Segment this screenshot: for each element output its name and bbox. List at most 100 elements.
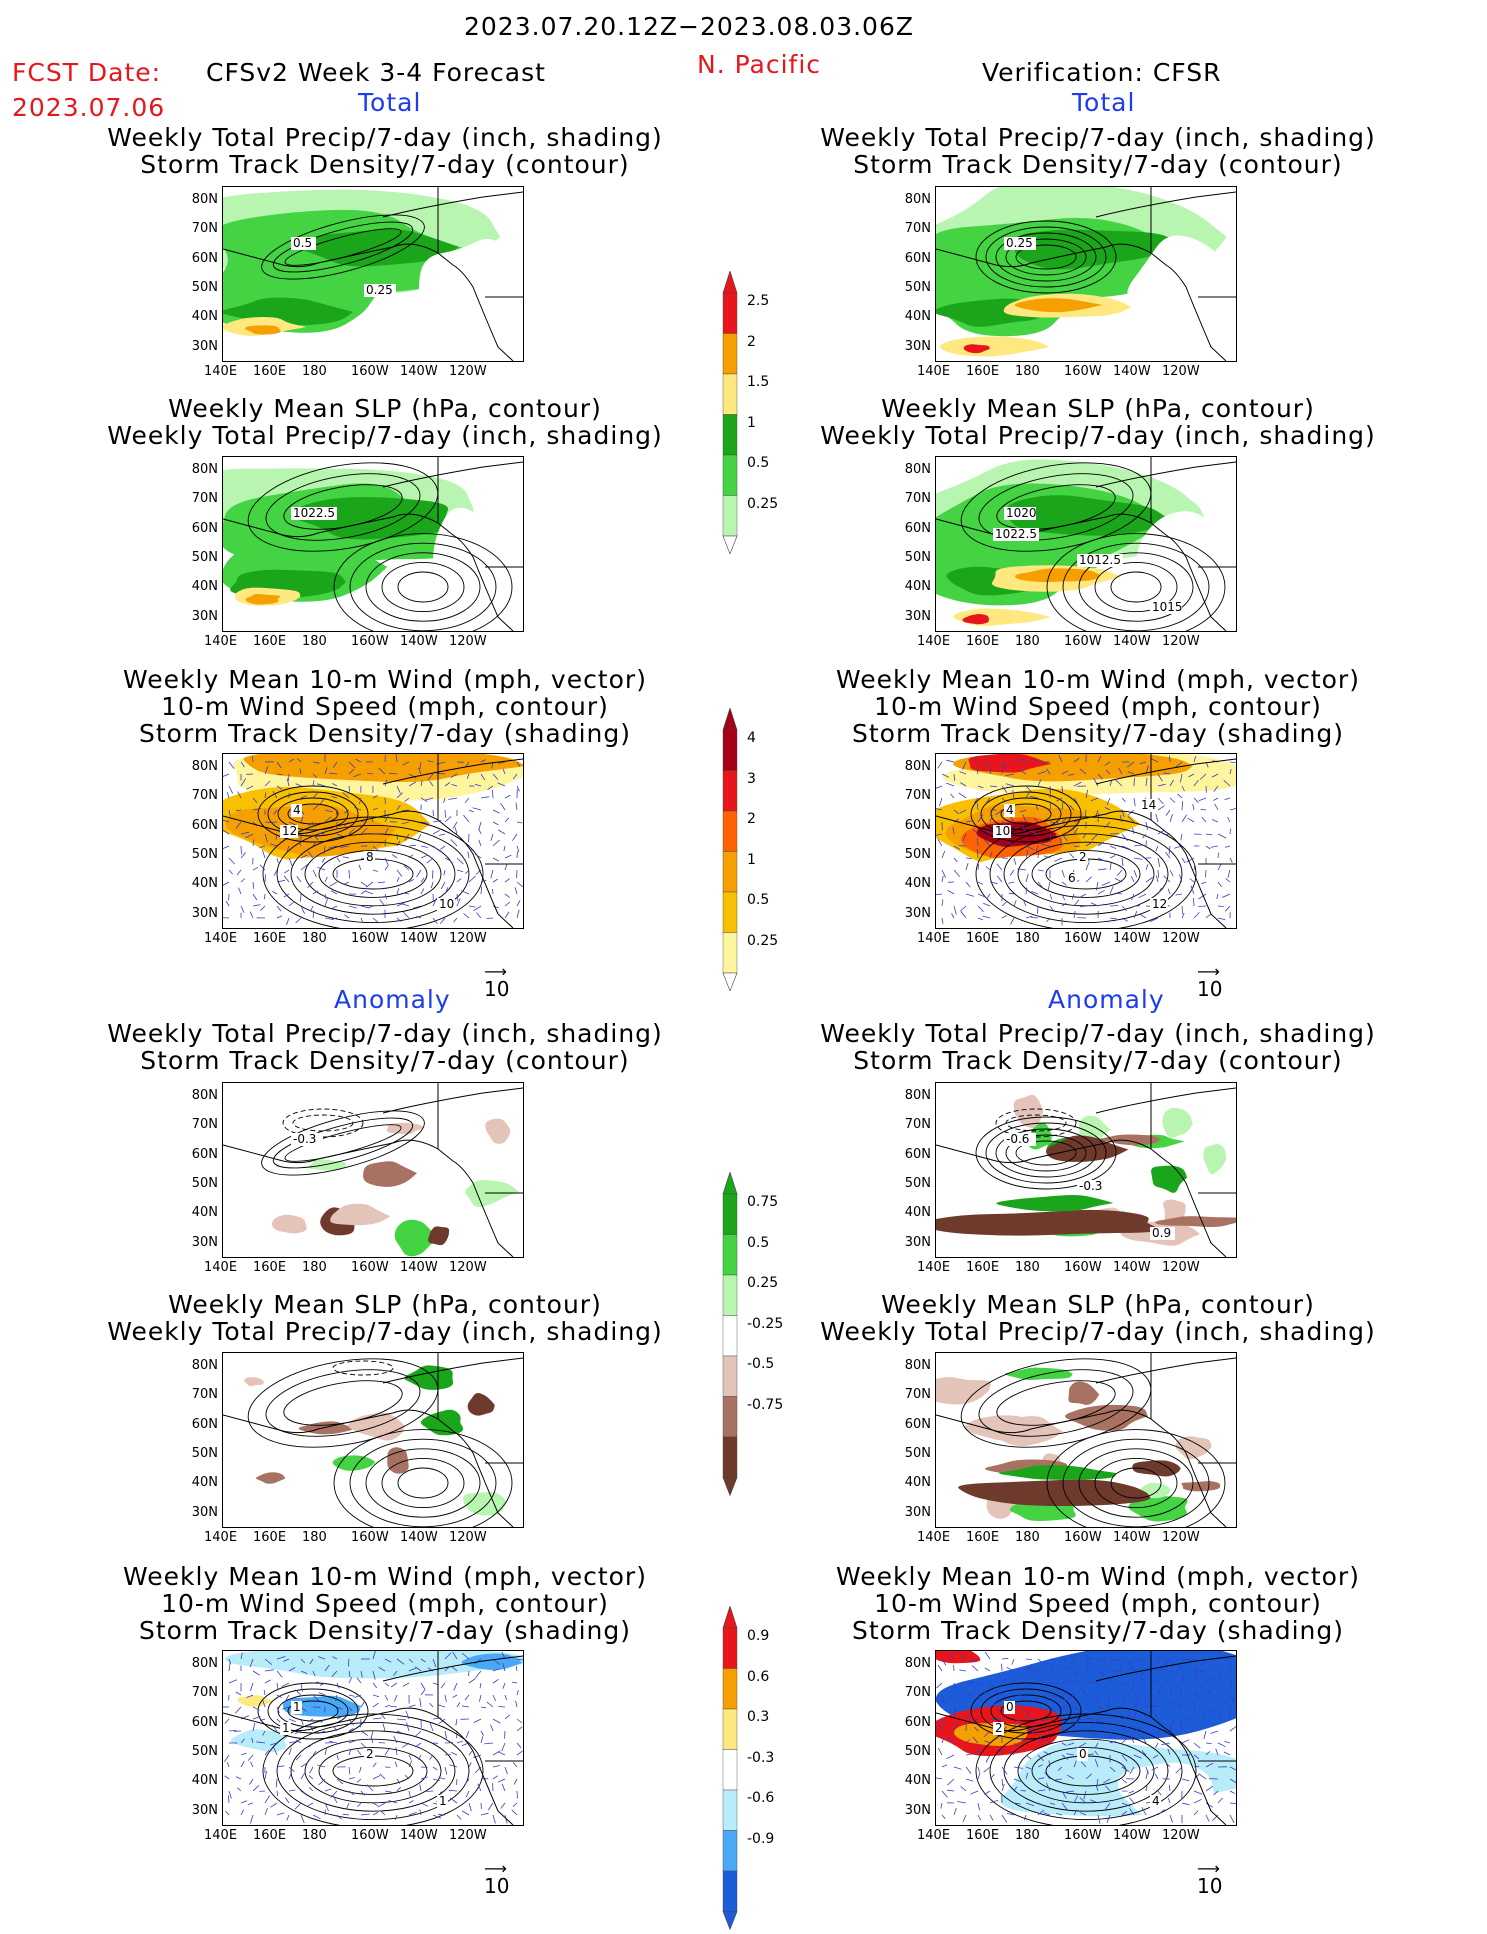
verification-label: Verification: CFSR (982, 58, 1221, 87)
region-name: N. Pacific (697, 50, 821, 79)
svg-text:4: 4 (293, 803, 301, 817)
lon-tick-label: 140E (917, 634, 950, 649)
contour-label: 14 (1139, 798, 1157, 812)
lon-tick-label: 140W (400, 634, 438, 649)
colorbar-precip_total (721, 271, 745, 554)
vector-reference-value: 10 (484, 1874, 509, 1898)
contour-label: 12 (280, 824, 298, 838)
colorbar-segment (723, 730, 737, 771)
lat-tick-label: 50N (178, 1446, 218, 1461)
lon-tick-label: 140W (400, 364, 438, 379)
lon-tick-label: 160E (253, 1530, 286, 1545)
svg-text:1: 1 (282, 1721, 290, 1735)
lon-tick-label: 160E (966, 931, 999, 946)
panel-title-m2l: Weekly Mean SLP (hPa, contour)Weekly Tot… (35, 395, 735, 449)
panel-title-line: Storm Track Density/7-day (contour) (35, 151, 735, 178)
svg-text:0.5: 0.5 (293, 236, 312, 250)
colorbar-segment (723, 1709, 737, 1750)
colorbar-cap-top (723, 708, 737, 730)
lat-tick-label: 40N (178, 876, 218, 891)
colorbar-segment (723, 1790, 737, 1831)
lon-tick-label: 140E (204, 364, 237, 379)
svg-text:0.25: 0.25 (1006, 236, 1033, 250)
svg-text:-0.3: -0.3 (293, 1132, 316, 1146)
colorbar-cap-top (723, 1172, 737, 1194)
colorbar-label: 1 (747, 852, 756, 868)
colorbar-segment (723, 892, 737, 933)
lat-tick-label: 70N (178, 1387, 218, 1402)
lon-tick-label: 160E (966, 364, 999, 379)
panel-title-line: Weekly Mean 10-m Wind (mph, vector) (35, 1563, 735, 1590)
lat-tick-label: 50N (178, 550, 218, 565)
lat-tick-label: 60N (178, 818, 218, 833)
lon-tick-label: 140E (204, 1260, 237, 1275)
lon-tick-label: 140E (917, 1828, 950, 1843)
panel-title-line: Weekly Total Precip/7-day (inch, shading… (35, 1318, 735, 1345)
svg-text:2: 2 (366, 1747, 374, 1761)
svg-text:-0.6: -0.6 (1006, 1132, 1029, 1146)
lat-tick-label: 40N (891, 876, 931, 891)
panel-title-line: 10-m Wind Speed (mph, contour) (748, 693, 1448, 720)
contour-label: 4 (1004, 803, 1015, 817)
colorbar-label: 0.25 (747, 496, 778, 512)
panel-title-m6l: Weekly Mean 10-m Wind (mph, vector)10-m … (35, 1563, 735, 1644)
colorbar-segment (723, 1356, 737, 1397)
svg-text:1015: 1015 (1152, 600, 1183, 614)
colorbar-label: 0.25 (747, 933, 778, 949)
panel-title-line: Storm Track Density/7-day (contour) (748, 1047, 1448, 1074)
lat-tick-label: 40N (178, 1205, 218, 1220)
lon-tick-label: 120W (1162, 1828, 1200, 1843)
lon-tick-label: 180 (1015, 1260, 1040, 1275)
model-name: CFSv2 Week 3-4 Forecast (206, 58, 546, 87)
lat-tick-label: 40N (178, 309, 218, 324)
lon-tick-label: 180 (302, 634, 327, 649)
contour-label: 2 (364, 1747, 375, 1761)
map-panel-m1r: 0.25 (935, 186, 1237, 362)
colorbar-label: 4 (747, 730, 756, 746)
colorbar-segment (723, 455, 737, 496)
colorbar-label: 1.5 (747, 374, 769, 390)
svg-text:6: 6 (1068, 871, 1076, 885)
lon-tick-label: 160W (351, 1530, 389, 1545)
lat-tick-label: 70N (178, 788, 218, 803)
lon-tick-label: 120W (1162, 1530, 1200, 1545)
map-panel-m5r (935, 1352, 1237, 1528)
lon-tick-label: 160W (1064, 1260, 1102, 1275)
contour-label: 1022.5 (993, 527, 1039, 541)
contour-label: 2 (993, 1721, 1004, 1735)
map-panel-m5l (222, 1352, 524, 1528)
colorbar-segment (723, 811, 737, 852)
lon-tick-label: 120W (449, 634, 487, 649)
contour-label: 1020 (1004, 506, 1037, 520)
panel-title-m3r: Weekly Mean 10-m Wind (mph, vector)10-m … (748, 666, 1448, 747)
lat-tick-label: 70N (891, 1117, 931, 1132)
lon-tick-label: 140W (400, 1530, 438, 1545)
lon-tick-label: 160W (1064, 364, 1102, 379)
lon-tick-label: 120W (1162, 1260, 1200, 1275)
contour-label: 1 (291, 1700, 302, 1714)
lat-tick-label: 30N (178, 1235, 218, 1250)
map-panel-m4l: -0.3 (222, 1082, 524, 1258)
colorbar-label: 0.5 (747, 892, 769, 908)
panel-title-m1l: Weekly Total Precip/7-day (inch, shading… (35, 124, 735, 178)
lat-tick-label: 80N (891, 759, 931, 774)
svg-text:4: 4 (1152, 1794, 1160, 1808)
colorbar-label: 2 (747, 811, 756, 827)
lat-tick-label: 30N (891, 339, 931, 354)
lat-tick-label: 40N (891, 1475, 931, 1490)
lon-tick-label: 140W (400, 1828, 438, 1843)
lat-tick-label: 70N (891, 1685, 931, 1700)
contour-label: -0.3 (1077, 1179, 1109, 1193)
section-anomaly-left: Anomaly (334, 985, 451, 1014)
lat-tick-label: 50N (891, 847, 931, 862)
lon-tick-label: 140E (917, 931, 950, 946)
lat-tick-label: 60N (891, 1417, 931, 1432)
lat-tick-label: 80N (891, 1656, 931, 1671)
panel-title-m5l: Weekly Mean SLP (hPa, contour)Weekly Tot… (35, 1291, 735, 1345)
lat-tick-label: 70N (891, 1387, 931, 1402)
colorbar-label: 0.5 (747, 1235, 769, 1251)
lon-tick-label: 140W (400, 931, 438, 946)
panel-title-line: Weekly Mean SLP (hPa, contour) (35, 395, 735, 422)
